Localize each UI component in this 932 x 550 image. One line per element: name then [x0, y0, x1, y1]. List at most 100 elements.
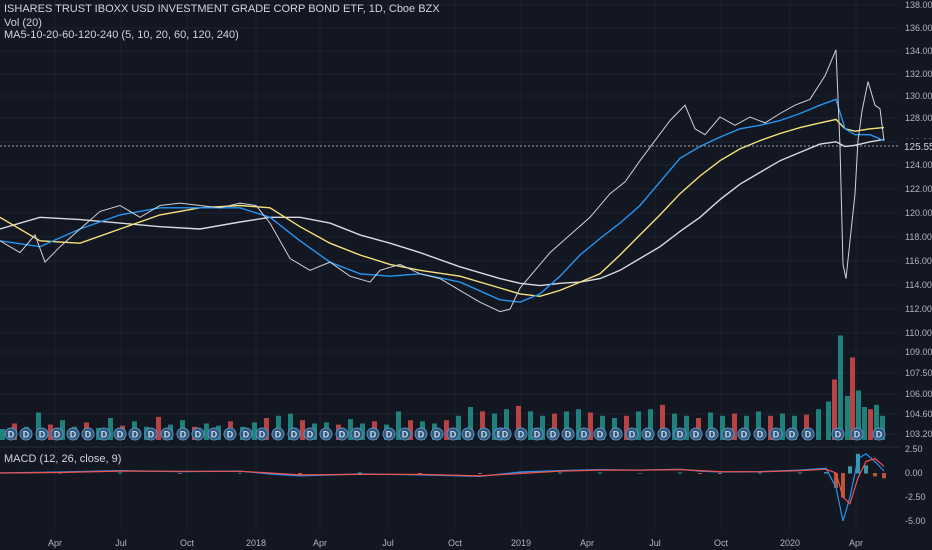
price-tick-label: 109.00: [905, 347, 932, 357]
dividend-marker[interactable]: D: [641, 427, 655, 441]
dividend-marker[interactable]: D: [546, 427, 560, 441]
svg-text:D: D: [354, 430, 361, 440]
dividend-marker[interactable]: D: [577, 427, 591, 441]
dividend-marker[interactable]: D: [66, 427, 80, 441]
svg-text:D: D: [54, 430, 61, 440]
macd-legend[interactable]: MACD (12, 26, close, 9): [4, 453, 122, 465]
volume-bar: [720, 415, 725, 440]
dividend-marker[interactable]: D: [705, 427, 719, 441]
dividend-marker[interactable]: D: [430, 427, 444, 441]
dividend-marker[interactable]: D: [461, 427, 475, 441]
volume-bar: [300, 420, 305, 440]
dividend-marker[interactable]: D: [81, 427, 95, 441]
volume-bar: [600, 415, 605, 440]
dividend-marker[interactable]: D: [625, 427, 639, 441]
price-tick-label: 122.00: [905, 184, 932, 194]
volume-bar: [684, 415, 689, 440]
time-tick-label: Jul: [649, 538, 661, 548]
macd-tick-label: 0.00: [905, 468, 923, 478]
dividend-marker[interactable]: D: [593, 427, 607, 441]
ma-legend[interactable]: MA5-10-20-60-120-240 (5, 10, 20, 60, 120…: [4, 29, 239, 41]
dividend-marker[interactable]: D: [113, 427, 127, 441]
chart-title[interactable]: ISHARES TRUST IBOXX USD INVESTMENT GRADE…: [4, 3, 440, 15]
dividend-marker[interactable]: D: [737, 427, 751, 441]
dividend-marker[interactable]: D: [287, 427, 301, 441]
dividend-marker[interactable]: D: [850, 427, 864, 441]
dividend-marker[interactable]: D: [785, 427, 799, 441]
volume-legend[interactable]: Vol (20): [4, 17, 42, 29]
dividend-marker[interactable]: D: [872, 427, 886, 441]
dividend-marker[interactable]: D: [530, 427, 544, 441]
price-tick-label: 112.00: [905, 304, 932, 314]
svg-text:D: D: [275, 430, 282, 440]
svg-text:D: D: [70, 430, 77, 440]
svg-text:D: D: [211, 430, 218, 440]
svg-text:D: D: [550, 430, 557, 440]
volume-bar: [768, 415, 773, 440]
dividend-marker[interactable]: D: [721, 427, 735, 441]
dividend-marker[interactable]: D: [4, 427, 18, 441]
svg-text:D: D: [518, 430, 525, 440]
dividend-marker[interactable]: D: [673, 427, 687, 441]
dividend-marker[interactable]: D: [144, 427, 158, 441]
dividend-marker[interactable]: D: [50, 427, 64, 441]
macd-axis[interactable]: 2.50 0.00 -2.50 -5.00: [905, 444, 926, 526]
dividend-marker[interactable]: D: [207, 427, 221, 441]
macd-histogram-bar: [848, 466, 852, 474]
dividend-marker[interactable]: D: [561, 427, 575, 441]
svg-text:D: D: [418, 430, 425, 440]
dividend-marker[interactable]: D: [319, 427, 333, 441]
dividend-marker[interactable]: D: [498, 427, 512, 441]
dividend-marker[interactable]: D: [366, 427, 380, 441]
dividend-marker[interactable]: D: [414, 427, 428, 441]
price-tick-label: 130.00: [905, 91, 932, 101]
price-axis[interactable]: 138.00136.00134.00132.00130.00128.00126.…: [905, 0, 932, 439]
dividend-marker[interactable]: D: [689, 427, 703, 441]
time-axis[interactable]: Apr Jul Oct 2018 Apr Jul Oct 2019 Apr Jul Oct 2020 A…: [48, 538, 863, 548]
dividend-marker[interactable]: D: [191, 427, 205, 441]
dividend-marker[interactable]: D: [831, 427, 845, 441]
dividend-marker[interactable]: D: [446, 427, 460, 441]
time-tick-label: Oct: [714, 538, 729, 548]
dividend-marker[interactable]: D: [801, 427, 815, 441]
dividend-marker[interactable]: D: [609, 427, 623, 441]
svg-text:D: D: [291, 430, 298, 440]
macd-tick-label: -5.00: [905, 516, 926, 526]
dividend-marker[interactable]: D: [35, 427, 49, 441]
price-tick-label: 107.50: [905, 368, 932, 378]
dividend-marker[interactable]: D: [176, 427, 190, 441]
macd-histogram-bar: [824, 472, 828, 474]
svg-text:D: D: [757, 430, 764, 440]
dividend-marker[interactable]: D: [255, 427, 269, 441]
dividend-marker[interactable]: D: [160, 427, 174, 441]
volume-bar: [880, 415, 885, 440]
dividend-marker[interactable]: D: [223, 427, 237, 441]
dividend-marker[interactable]: D: [19, 427, 33, 441]
dividend-marker[interactable]: D: [398, 427, 412, 441]
dividend-marker[interactable]: D: [335, 427, 349, 441]
dividend-marker[interactable]: D: [271, 427, 285, 441]
dividend-marker[interactable]: D: [657, 427, 671, 441]
macd-histogram-bar: [238, 472, 242, 474]
svg-text:D: D: [39, 430, 46, 440]
dividend-marker[interactable]: D: [128, 427, 142, 441]
dividend-marker[interactable]: D: [382, 427, 396, 441]
dividend-marker[interactable]: D: [769, 427, 783, 441]
dividend-marker[interactable]: D: [239, 427, 253, 441]
svg-text:D: D: [402, 430, 409, 440]
svg-text:D: D: [481, 430, 488, 440]
dividend-marker[interactable]: D: [477, 427, 491, 441]
dividend-marker[interactable]: D: [303, 427, 317, 441]
dividend-marker[interactable]: D: [350, 427, 364, 441]
svg-text:D: D: [259, 430, 266, 440]
dividend-marker[interactable]: D: [753, 427, 767, 441]
macd-histogram-bar: [841, 473, 845, 498]
dividend-marker[interactable]: D: [97, 427, 111, 441]
svg-text:D: D: [661, 430, 668, 440]
volume-bar: [564, 411, 569, 440]
dividend-marker[interactable]: D: [514, 427, 528, 441]
volume-bar: [708, 412, 713, 440]
